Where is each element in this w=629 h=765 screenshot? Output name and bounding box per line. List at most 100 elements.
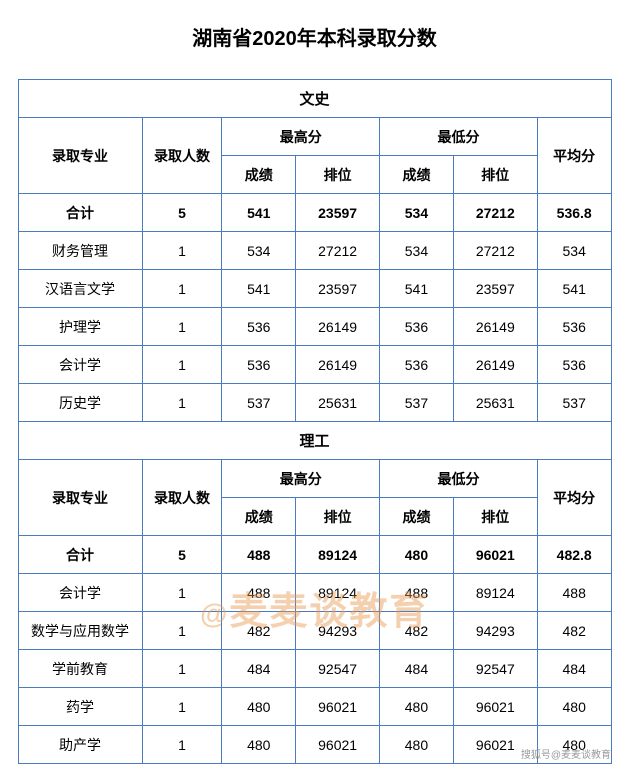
col-avg: 平均分 (537, 460, 611, 536)
table-cell: 484 (537, 650, 611, 688)
table-cell: 1 (142, 384, 222, 422)
table-cell: 23597 (453, 270, 537, 308)
table-cell: 482 (537, 612, 611, 650)
table-cell: 536 (380, 346, 454, 384)
total-cell: 5 (142, 194, 222, 232)
col-major: 录取专业 (18, 118, 142, 194)
table-cell: 536 (222, 308, 296, 346)
table-cell: 480 (537, 688, 611, 726)
table-cell: 488 (222, 574, 296, 612)
total-cell: 480 (380, 536, 454, 574)
table-cell: 96021 (453, 688, 537, 726)
total-cell: 534 (380, 194, 454, 232)
col-min-rank: 排位 (453, 498, 537, 536)
table-cell: 541 (222, 270, 296, 308)
table-cell: 1 (142, 688, 222, 726)
col-count: 录取人数 (142, 460, 222, 536)
table-cell: 488 (537, 574, 611, 612)
table-cell: 480 (222, 688, 296, 726)
footer-credit: 搜狐号@麦麦谈教育 (521, 746, 611, 761)
table-cell: 药学 (18, 688, 142, 726)
table-cell: 23597 (296, 270, 380, 308)
table-cell: 536 (222, 346, 296, 384)
table-cell: 96021 (296, 688, 380, 726)
table-cell: 1 (142, 574, 222, 612)
table-cell: 1 (142, 232, 222, 270)
table-cell: 汉语言文学 (18, 270, 142, 308)
table-cell: 534 (380, 232, 454, 270)
table-cell: 财务管理 (18, 232, 142, 270)
total-cell: 536.8 (537, 194, 611, 232)
table-cell: 25631 (296, 384, 380, 422)
table-cell: 1 (142, 308, 222, 346)
col-min-score: 成绩 (380, 498, 454, 536)
table-cell: 480 (222, 726, 296, 764)
total-cell: 5 (142, 536, 222, 574)
col-min-rank: 排位 (453, 156, 537, 194)
total-cell: 合计 (18, 536, 142, 574)
table-cell: 488 (380, 574, 454, 612)
table-cell: 482 (380, 612, 454, 650)
table-cell: 536 (537, 308, 611, 346)
table-cell: 26149 (453, 308, 537, 346)
section-header: 理工 (18, 422, 611, 460)
table-cell: 89124 (296, 574, 380, 612)
table-cell: 27212 (453, 232, 537, 270)
col-min: 最低分 (380, 118, 538, 156)
admission-table: 文史录取专业录取人数最高分最低分平均分成绩排位成绩排位合计55412359753… (18, 79, 612, 764)
table-cell: 537 (380, 384, 454, 422)
col-max-rank: 排位 (296, 156, 380, 194)
total-cell: 482.8 (537, 536, 611, 574)
table-cell: 26149 (296, 346, 380, 384)
table-cell: 会计学 (18, 346, 142, 384)
table-cell: 541 (380, 270, 454, 308)
table-cell: 1 (142, 650, 222, 688)
table-cell: 480 (380, 688, 454, 726)
table-cell: 26149 (453, 346, 537, 384)
table-cell: 92547 (296, 650, 380, 688)
table-cell: 1 (142, 726, 222, 764)
table-cell: 534 (222, 232, 296, 270)
table-cell: 25631 (453, 384, 537, 422)
table-cell: 537 (222, 384, 296, 422)
table-cell: 26149 (296, 308, 380, 346)
col-min-score: 成绩 (380, 156, 454, 194)
col-max-rank: 排位 (296, 498, 380, 536)
col-major: 录取专业 (18, 460, 142, 536)
col-max-score: 成绩 (222, 156, 296, 194)
table-cell: 1 (142, 270, 222, 308)
table-cell: 护理学 (18, 308, 142, 346)
table-cell: 484 (380, 650, 454, 688)
total-cell: 89124 (296, 536, 380, 574)
table-cell: 536 (380, 308, 454, 346)
table-cell: 537 (537, 384, 611, 422)
table-cell: 534 (537, 232, 611, 270)
col-avg: 平均分 (537, 118, 611, 194)
col-max: 最高分 (222, 460, 380, 498)
table-cell: 1 (142, 612, 222, 650)
total-cell: 541 (222, 194, 296, 232)
col-max-score: 成绩 (222, 498, 296, 536)
table-cell: 89124 (453, 574, 537, 612)
table-cell: 数学与应用数学 (18, 612, 142, 650)
total-cell: 488 (222, 536, 296, 574)
col-min: 最低分 (380, 460, 538, 498)
table-cell: 96021 (296, 726, 380, 764)
table-cell: 536 (537, 346, 611, 384)
col-max: 最高分 (222, 118, 380, 156)
table-cell: 1 (142, 346, 222, 384)
total-cell: 27212 (453, 194, 537, 232)
total-cell: 23597 (296, 194, 380, 232)
table-cell: 学前教育 (18, 650, 142, 688)
col-count: 录取人数 (142, 118, 222, 194)
table-cell: 484 (222, 650, 296, 688)
table-cell: 助产学 (18, 726, 142, 764)
section-header: 文史 (18, 80, 611, 118)
total-cell: 合计 (18, 194, 142, 232)
table-cell: 94293 (296, 612, 380, 650)
table-cell: 会计学 (18, 574, 142, 612)
table-cell: 92547 (453, 650, 537, 688)
table-cell: 482 (222, 612, 296, 650)
table-cell: 94293 (453, 612, 537, 650)
page-title: 湖南省2020年本科录取分数 (0, 0, 629, 79)
